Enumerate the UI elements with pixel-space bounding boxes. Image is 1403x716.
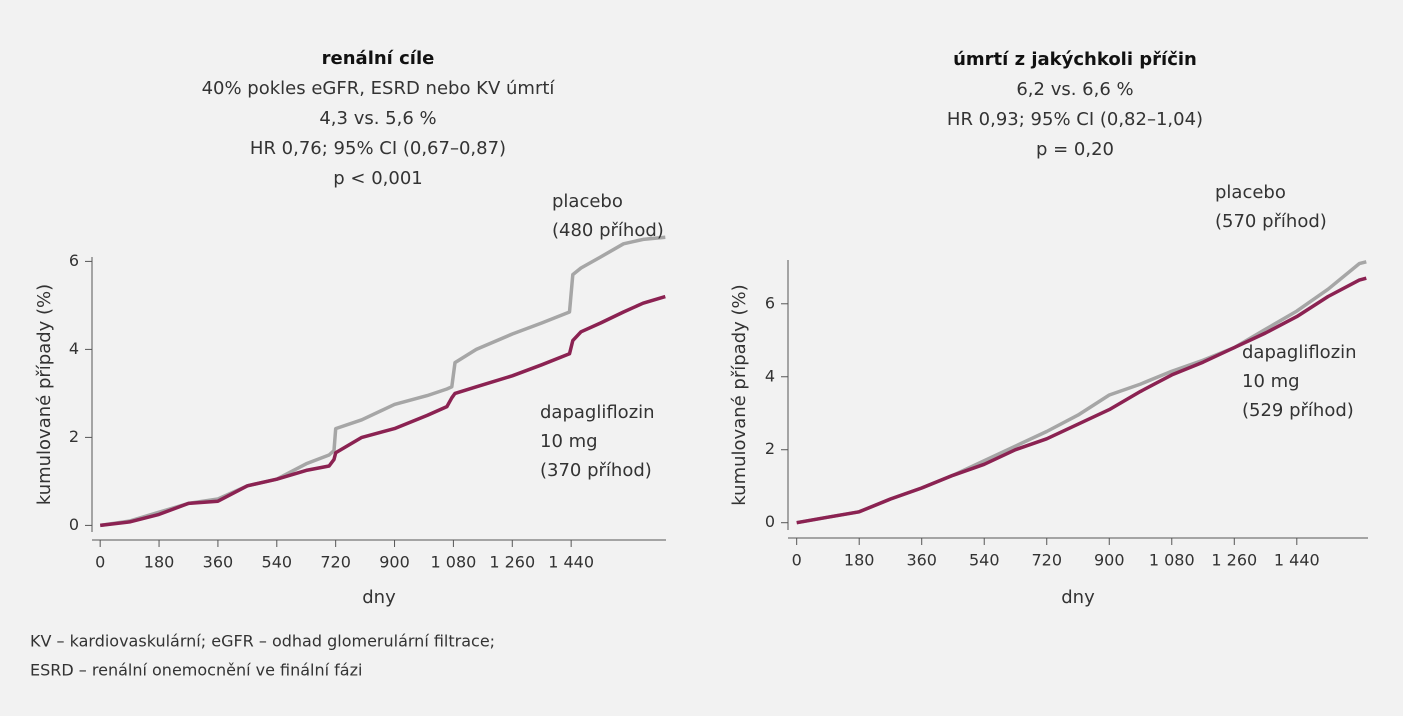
annotation: (570 příhod)	[1215, 211, 1327, 232]
y-tick-label: 4	[69, 339, 79, 358]
series-line	[99, 294, 666, 528]
chart-subtitle: 4,3 vs. 5,6 %	[319, 108, 436, 129]
y-tick-label: 0	[765, 512, 775, 531]
x-tick-label: 540	[969, 551, 1000, 570]
chart-subtitle: 6,2 vs. 6,6 %	[1016, 79, 1133, 100]
y-tick-label: 4	[765, 366, 775, 385]
x-tick-label: 720	[320, 553, 351, 572]
x-tick-label: 720	[1031, 551, 1062, 570]
footnote: ESRD – renální onemocnění ve finální fáz…	[30, 661, 362, 680]
chart-subtitle: p < 0,001	[333, 168, 422, 189]
x-tick-label: 900	[379, 553, 410, 572]
footnote: KV – kardiovaskulární; eGFR – odhad glom…	[30, 632, 495, 651]
x-tick-label: 1 080	[1149, 551, 1195, 570]
x-tick-label: 1 080	[431, 553, 477, 572]
y-tick-label: 2	[69, 427, 79, 446]
annotation: (480 příhod)	[552, 220, 664, 241]
chart-subtitle: 40% pokles eGFR, ESRD nebo KV úmrtí	[202, 78, 556, 99]
annotation: dapagliflozin	[1242, 342, 1357, 363]
x-tick-label: 540	[262, 553, 293, 572]
y-axis-title: kumulované případy (%)	[729, 284, 750, 505]
y-tick-label: 0	[69, 515, 79, 534]
x-tick-label: 900	[1094, 551, 1125, 570]
annotation: 10 mg	[1242, 371, 1300, 392]
series-line	[99, 235, 666, 528]
chart-title: úmrtí z jakýchkoli příčin	[953, 49, 1197, 70]
annotation: 10 mg	[540, 431, 598, 452]
annotation: dapagliflozin	[540, 402, 655, 423]
x-tick-label: 180	[144, 553, 175, 572]
x-axis-title: dny	[1061, 587, 1095, 608]
y-tick-label: 6	[765, 293, 775, 312]
x-axis-title: dny	[362, 587, 396, 608]
x-tick-label: 1 440	[548, 553, 594, 572]
y-tick-label: 2	[765, 439, 775, 458]
x-tick-label: 360	[203, 553, 234, 572]
annotation: (370 příhod)	[540, 460, 652, 481]
x-tick-label: 1 260	[1211, 551, 1257, 570]
y-axis-title: kumulované případy (%)	[34, 284, 55, 505]
x-tick-label: 360	[906, 551, 937, 570]
chart-subtitle: HR 0,76; 95% CI (0,67–0,87)	[250, 138, 506, 159]
annotation: placebo	[552, 191, 623, 212]
x-tick-label: 1 440	[1274, 551, 1320, 570]
series-line	[796, 260, 1367, 525]
chart-title: renální cíle	[322, 48, 435, 69]
x-tick-label: 1 260	[489, 553, 535, 572]
annotation: placebo	[1215, 182, 1286, 203]
series-line	[796, 276, 1367, 525]
chart-subtitle: HR 0,93; 95% CI (0,82–1,04)	[947, 109, 1203, 130]
y-tick-label: 6	[69, 251, 79, 270]
chart-subtitle: p = 0,20	[1036, 139, 1114, 160]
annotation: (529 příhod)	[1242, 400, 1354, 421]
x-tick-label: 0	[95, 553, 105, 572]
x-tick-label: 0	[792, 551, 802, 570]
x-tick-label: 180	[844, 551, 875, 570]
